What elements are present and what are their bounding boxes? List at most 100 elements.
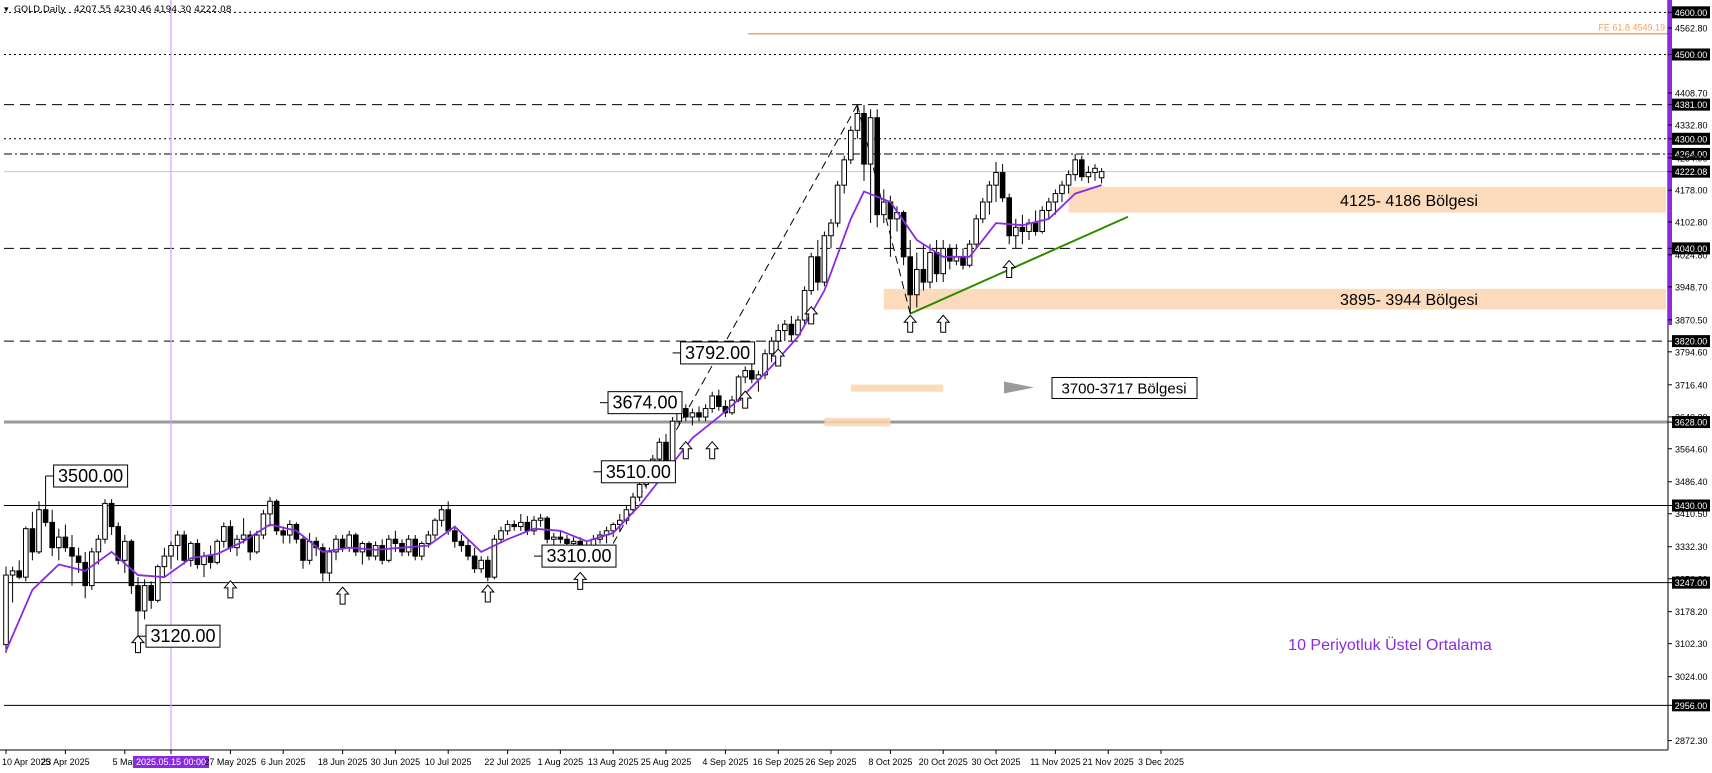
- candle-127: [841, 155, 848, 194]
- callout-text: 3674.00: [612, 393, 677, 413]
- tick-label: 3628.00: [1675, 418, 1708, 428]
- candle-body: [227, 526, 234, 549]
- tick-box: [1672, 165, 1710, 178]
- candle-body: [1072, 159, 1079, 176]
- ema-line: 10 Periyotluk Üstel Ortalama: [5, 184, 1492, 654]
- candle-body: [801, 290, 808, 321]
- price-tick-4254.90: 4254.90: [1668, 153, 1708, 163]
- price-callout-3792.00: 3792.00: [672, 341, 756, 365]
- candle-148: [980, 197, 986, 224]
- candle-120: [795, 315, 801, 337]
- horizontal-levels: [4, 11, 1668, 706]
- candle-33: [221, 522, 227, 548]
- price-tick-4178.00: 4178.00: [1668, 186, 1708, 196]
- time-tick-3: 2025.05.15 00:00: [133, 750, 209, 768]
- up-arrow-icon: [771, 348, 786, 367]
- price-tick-4300.00: 4300.00: [1668, 132, 1710, 145]
- candle-76: [504, 520, 511, 536]
- candle-56: [372, 541, 379, 561]
- candle-22: [148, 581, 154, 609]
- time-tick-19: 11 Nov 2025: [1030, 750, 1081, 767]
- candle-body: [920, 268, 927, 283]
- time-tick-15: 26 Sep 2025: [805, 750, 857, 767]
- time-tick-label: 4 Sep 2025: [702, 757, 748, 767]
- candle-92: [610, 522, 617, 538]
- time-tick-label: 13 Aug 2025: [588, 757, 639, 767]
- candle-body: [155, 566, 161, 601]
- price-tick-3410.50: 3410.50: [1668, 509, 1708, 519]
- candle-14: [95, 535, 102, 565]
- candle-body: [537, 517, 544, 521]
- candle-body: [346, 534, 352, 549]
- candle-77: [511, 520, 517, 531]
- time-tick-6: 18 Jun 2025: [318, 750, 367, 767]
- price-tick-4332.80: 4332.80: [1668, 120, 1708, 130]
- tick-box: [1672, 6, 1710, 19]
- fib-extension: FE 61.8 4549.19: [748, 23, 1668, 35]
- candle-body: [108, 502, 115, 528]
- tick-label: 4254.90: [1675, 153, 1708, 163]
- time-tick-label: 26 Sep 2025: [805, 757, 856, 767]
- price-tick-3794.60: 3794.60: [1668, 347, 1708, 357]
- candle-24: [161, 547, 168, 578]
- time-tick-10: 1 Aug 2025: [538, 750, 583, 767]
- tick-label: 4222.08: [1675, 167, 1708, 177]
- candle-body: [181, 534, 187, 561]
- time-tick-0: 10 Apr 2025: [2, 750, 51, 767]
- candle-body: [683, 408, 689, 418]
- candle-21: [141, 579, 148, 620]
- support-arrows: [130, 259, 1017, 654]
- candle-body: [56, 536, 62, 549]
- candle-body: [551, 536, 557, 540]
- candle-body: [1006, 197, 1013, 237]
- candle-38: [254, 530, 260, 554]
- tick-box: [1672, 576, 1710, 589]
- candle-73: [485, 556, 491, 582]
- candle-body: [75, 555, 82, 563]
- candle-159: [1052, 189, 1059, 215]
- candle-3: [23, 526, 29, 582]
- candle-0: [3, 566, 9, 654]
- candle-161: [1065, 170, 1072, 194]
- time-tick-7: 30 Jun 2025: [371, 750, 420, 767]
- candle-body: [69, 547, 75, 557]
- time-tick-label: 5 May: [113, 757, 138, 767]
- candle-body: [867, 117, 874, 165]
- zone-2: [850, 384, 944, 392]
- zone-0: [1068, 186, 1666, 213]
- candle-122: [808, 252, 815, 295]
- candle-body: [452, 530, 458, 542]
- candle-body: [333, 538, 339, 553]
- candle-body: [610, 523, 617, 532]
- candle-121: [801, 286, 808, 325]
- candle-80: [531, 516, 537, 536]
- candle-142: [940, 239, 947, 283]
- tick-label: 4264.00: [1675, 149, 1708, 159]
- candle-body: [696, 412, 702, 418]
- price-tick-3564.60: 3564.60: [1668, 444, 1708, 454]
- candle-body: [689, 412, 696, 418]
- candle-39: [260, 509, 267, 540]
- price-tick-4600.00: 4600.00: [1668, 6, 1710, 19]
- tick-label: 3564.60: [1675, 444, 1708, 454]
- candle-body: [254, 534, 260, 553]
- candle-body: [531, 519, 537, 532]
- candle-69: [458, 535, 465, 552]
- header-triangle-icon[interactable]: ▾: [4, 4, 9, 14]
- candle-body: [960, 256, 966, 266]
- up-arrow-icon: [130, 634, 146, 654]
- candle-50: [333, 535, 339, 561]
- tick-label: 3870.50: [1675, 315, 1708, 325]
- candle-body: [636, 483, 643, 498]
- callout-box: [541, 544, 617, 568]
- header: ▾ GOLD,Daily 4207.55 4230.46 4194.30 422…: [4, 4, 232, 15]
- candle-body: [861, 112, 867, 165]
- candle-15: [102, 499, 108, 544]
- candle-1: [9, 566, 16, 603]
- time-tick-label: 8 Oct 2025: [868, 757, 912, 767]
- candle-body: [95, 538, 102, 553]
- candle-53: [353, 532, 359, 557]
- candle-5: [36, 501, 42, 554]
- tick-label: 4500.00: [1675, 50, 1708, 60]
